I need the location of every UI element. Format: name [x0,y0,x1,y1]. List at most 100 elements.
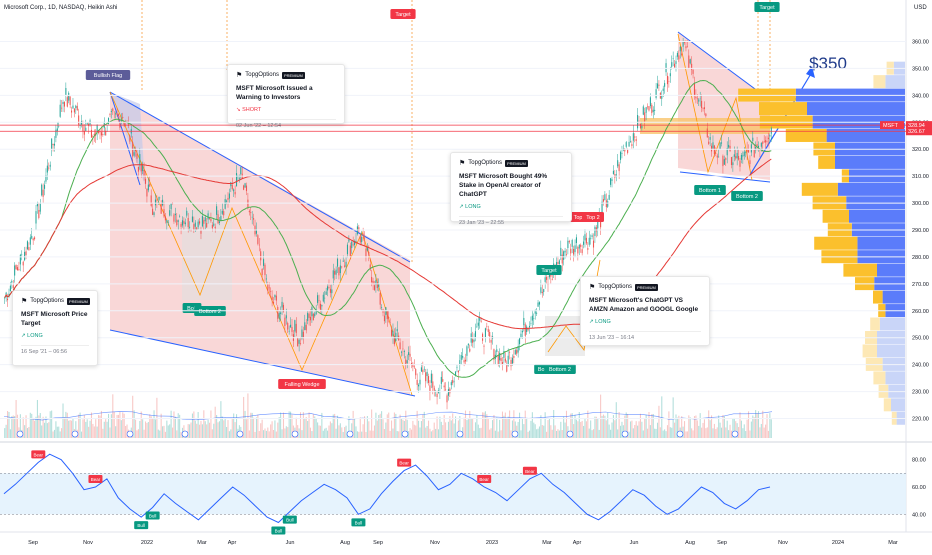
candle[interactable] [122,116,124,118]
candle[interactable] [703,107,705,110]
candle[interactable] [729,145,731,151]
candle[interactable] [689,59,691,64]
candle[interactable] [674,63,676,68]
idea-card[interactable]: ⚑ TopgOptions PREMIUM MSFT Microsoft's Cha… [580,276,710,346]
candle[interactable] [361,237,363,243]
candle[interactable] [233,189,235,192]
candle[interactable] [563,251,565,260]
candle[interactable] [73,108,75,113]
candle[interactable] [98,130,100,133]
annotation-badge[interactable] [754,2,780,12]
candle[interactable] [736,152,738,159]
candle[interactable] [378,283,380,288]
candle[interactable] [521,330,523,333]
candle[interactable] [453,381,455,383]
candle[interactable] [72,105,74,109]
candle[interactable] [245,185,248,192]
candle[interactable] [426,371,428,377]
candle[interactable] [645,107,647,113]
candle[interactable] [524,324,526,336]
candle[interactable] [237,176,239,178]
osc-line[interactable] [3,453,771,524]
candle[interactable] [7,298,9,301]
candle[interactable] [455,371,457,376]
candle[interactable] [618,164,620,172]
candle[interactable] [510,359,512,367]
candle[interactable] [302,331,304,338]
candle[interactable] [651,104,653,114]
candle[interactable] [116,112,118,115]
candle[interactable] [238,178,240,179]
candle[interactable] [244,183,246,188]
candle[interactable] [460,355,462,360]
candle[interactable] [425,372,427,382]
candle[interactable] [153,212,155,216]
candle[interactable] [322,294,324,302]
candle[interactable] [166,219,168,223]
candle[interactable] [261,269,263,276]
candle[interactable] [171,203,174,205]
candle[interactable] [327,286,329,291]
candle[interactable] [46,165,48,173]
candle[interactable] [443,385,445,388]
candle[interactable] [243,185,245,190]
candle[interactable] [419,379,421,385]
candle[interactable] [365,248,367,257]
candle[interactable] [14,265,16,276]
candle[interactable] [715,152,717,154]
candle[interactable] [752,137,754,142]
candle[interactable] [403,351,405,352]
candle[interactable] [176,219,178,226]
candle[interactable] [383,315,385,322]
candle[interactable] [258,244,260,246]
candle[interactable] [671,62,673,67]
candle[interactable] [691,63,693,70]
candle[interactable] [234,191,236,195]
candle[interactable] [523,317,525,326]
candle[interactable] [201,216,203,227]
earnings-marker-icon[interactable] [401,430,409,438]
candle[interactable] [105,130,107,136]
candle[interactable] [12,285,14,289]
candle[interactable] [696,98,698,100]
candle[interactable] [507,355,509,366]
candle[interactable] [412,363,414,367]
candle[interactable] [720,142,723,144]
candle[interactable] [619,151,622,160]
candle[interactable] [647,106,649,108]
candle[interactable] [575,237,577,244]
candle[interactable] [500,358,502,362]
candle[interactable] [749,160,751,165]
candle[interactable] [43,184,46,189]
candle[interactable] [213,223,215,226]
candle[interactable] [324,297,326,299]
candle[interactable] [400,351,403,353]
candle[interactable] [115,113,117,115]
candle[interactable] [191,216,193,222]
candle[interactable] [45,175,47,182]
candle[interactable] [536,312,538,314]
candle[interactable] [78,115,80,125]
falling-wedge-zone[interactable] [110,92,410,395]
candle[interactable] [765,140,767,143]
candle[interactable] [169,210,171,216]
candle[interactable] [248,210,250,213]
candle[interactable] [129,135,131,142]
candle[interactable] [496,349,498,352]
candle[interactable] [35,211,37,224]
candle[interactable] [163,209,165,217]
candle[interactable] [22,261,24,266]
candle[interactable] [216,206,218,215]
candle[interactable] [160,203,162,214]
candle[interactable] [716,155,718,158]
candle[interactable] [157,202,159,203]
earnings-marker-icon[interactable] [291,430,299,438]
candle[interactable] [271,296,273,301]
candle[interactable] [675,61,677,64]
candle[interactable] [452,380,454,384]
candle[interactable] [600,221,602,228]
candle[interactable] [621,153,623,154]
candle[interactable] [604,194,606,201]
candle[interactable] [189,226,191,228]
